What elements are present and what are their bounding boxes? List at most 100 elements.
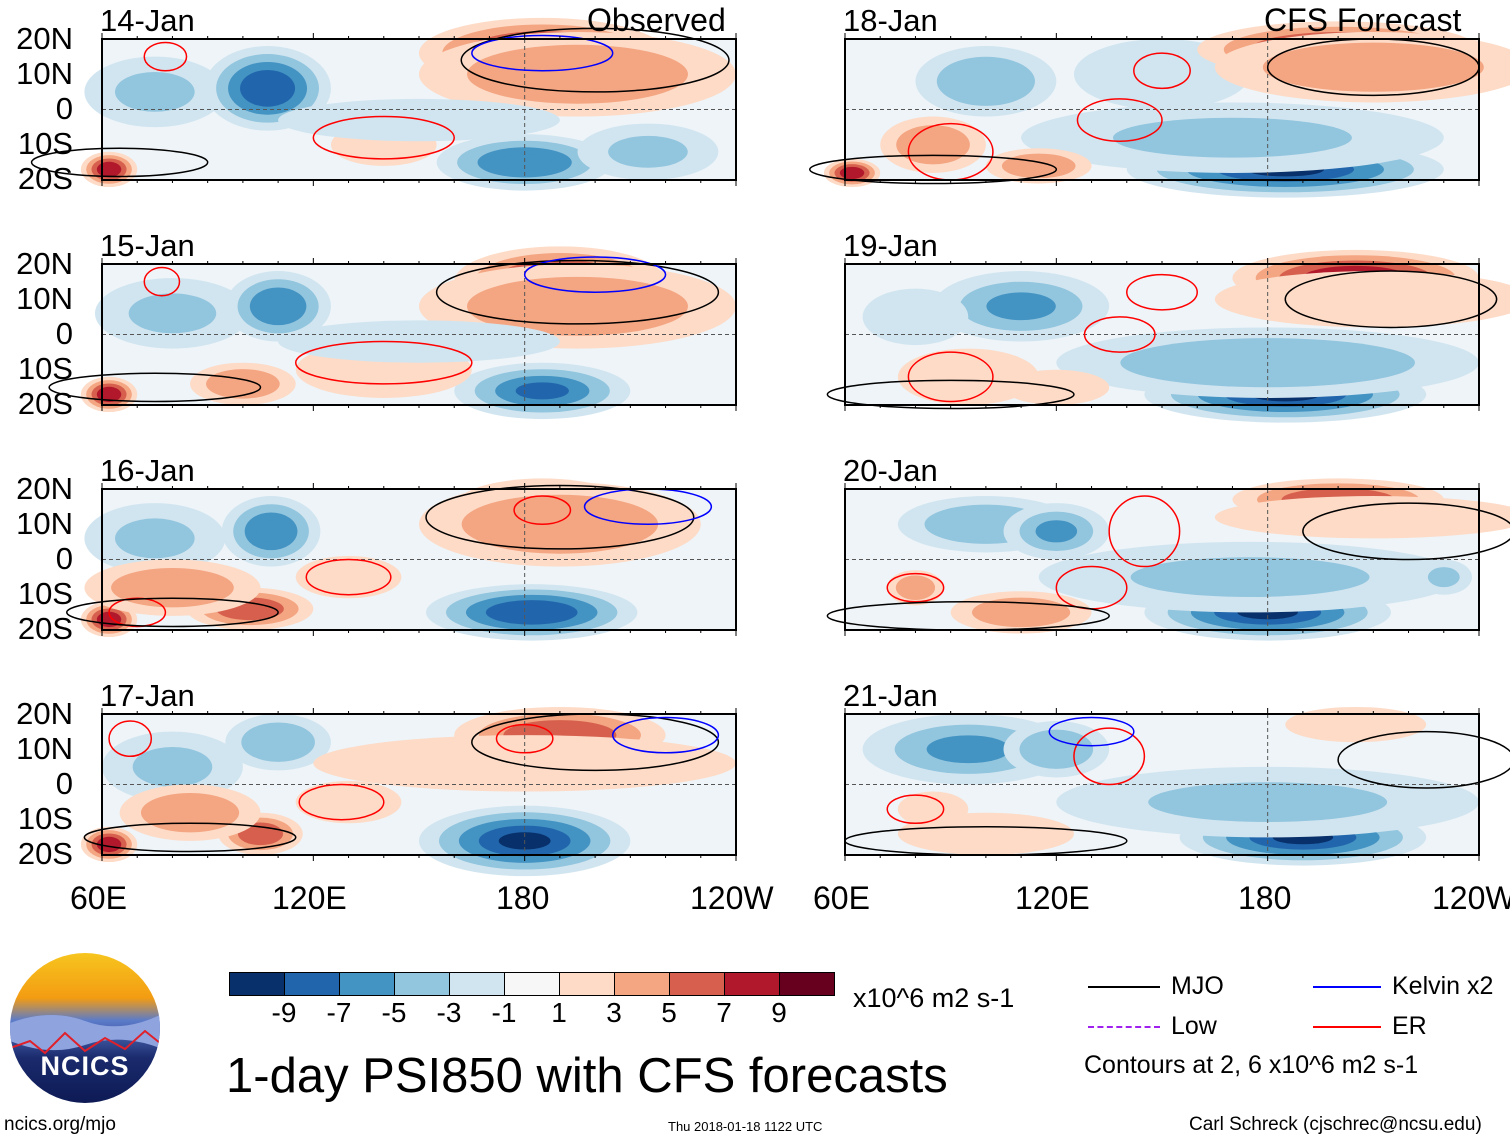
contour-line	[611, 716, 720, 754]
lon-label: 180	[1238, 880, 1292, 916]
contour-line	[1048, 716, 1135, 747]
colorbar-swatch	[230, 973, 285, 995]
anomaly-region	[951, 513, 1021, 536]
colorbar-swatch	[670, 973, 725, 995]
lat-label: 20N	[16, 471, 73, 506]
contour-line	[523, 256, 667, 293]
panel-date: 17-Jan	[100, 678, 195, 713]
colorbar-swatch	[780, 973, 834, 995]
contour-line	[1108, 495, 1181, 568]
map-panel-16-Jan	[66, 478, 737, 641]
anomaly-region	[845, 169, 859, 177]
panel-date: 19-Jan	[843, 228, 938, 263]
legend-low: Low	[1171, 1012, 1217, 1040]
anomaly-region	[1283, 505, 1463, 530]
colorbar-tick-label: 9	[771, 997, 787, 1028]
map-panel-15-Jan	[48, 246, 737, 420]
contour-line	[809, 154, 1058, 185]
colorbar-tick-label: -3	[436, 997, 462, 1028]
map-panel-20-Jan	[826, 478, 1510, 641]
lon-label: 120E	[272, 880, 347, 916]
anomaly-region	[926, 735, 1010, 764]
website-link[interactable]: ncics.org/mjo	[4, 1114, 116, 1135]
anomaly-region	[257, 731, 299, 754]
forecast-label: CFS Forecast	[1264, 2, 1462, 38]
lat-label: 10S	[17, 351, 73, 386]
lat-label: 10N	[16, 56, 73, 91]
contour-line	[108, 720, 153, 758]
anomaly-region	[102, 615, 116, 624]
anomaly-region	[1035, 520, 1078, 543]
er-line-icon	[1313, 1026, 1381, 1028]
anomaly-region	[515, 289, 640, 323]
colorbar-swatch	[505, 973, 560, 995]
contour-line	[83, 822, 297, 853]
colorbar-swatch	[285, 973, 340, 995]
anomaly-region	[1112, 54, 1212, 95]
panel-date: 16-Jan	[100, 453, 195, 488]
contour-line	[907, 351, 994, 403]
contour-line	[1133, 52, 1191, 90]
contour-line	[66, 597, 279, 628]
contour-line	[425, 484, 695, 550]
anomaly-region	[1315, 714, 1396, 735]
legend-er: ER	[1392, 1012, 1427, 1040]
logo-text: NCICS	[40, 1051, 130, 1081]
contour-line	[460, 27, 730, 93]
contour-line	[1076, 98, 1163, 142]
lat-label: 0	[55, 541, 73, 576]
contour-line	[143, 41, 188, 72]
lon-label: 60E	[70, 880, 127, 916]
anomaly-region	[137, 576, 208, 599]
contour-line	[495, 723, 554, 754]
lat-label: 0	[55, 91, 73, 126]
colorbar-swatch	[340, 973, 395, 995]
anomaly-region	[102, 165, 116, 174]
anomaly-region	[608, 135, 688, 168]
lat-label: 10S	[17, 576, 73, 611]
lat-label: 10N	[16, 506, 73, 541]
contour-line	[513, 495, 572, 525]
lat-label: 20S	[17, 611, 73, 646]
contour-line	[312, 115, 455, 160]
anomaly-region	[128, 293, 217, 334]
observed-label: Observed	[587, 2, 726, 38]
anomaly-region	[115, 71, 195, 112]
colorbar-units: x10^6 m2 s-1	[853, 983, 1015, 1013]
panel-date: 21-Jan	[843, 678, 938, 713]
lon-label: 120W	[1432, 880, 1510, 916]
anomaly-region	[251, 77, 284, 99]
anomaly-region	[958, 67, 1014, 96]
lon-label: 120E	[1015, 880, 1090, 916]
colorbar-tick-label: 3	[606, 997, 622, 1028]
lat-label: 0	[55, 766, 73, 801]
lon-label: 60E	[813, 880, 870, 916]
map-panel-18-Jan	[809, 21, 1510, 198]
anomaly-region	[256, 520, 286, 542]
lat-label: 10N	[16, 731, 73, 766]
contour-line	[305, 558, 392, 596]
map-panel-14-Jan	[30, 17, 737, 191]
anomaly-region	[936, 821, 1036, 846]
colorbar-tick-label: -9	[271, 997, 297, 1028]
colorbar-tick-label: 5	[661, 997, 677, 1028]
contour-line	[108, 597, 167, 628]
anomaly-region	[132, 746, 213, 787]
ncics-logo: NCICS	[10, 953, 160, 1103]
anomaly-region	[318, 565, 379, 590]
colorbar-swatch	[615, 973, 670, 995]
contour-line	[1302, 502, 1510, 561]
anomaly-region	[115, 518, 195, 559]
contour-line	[471, 34, 614, 72]
kelvin-line-icon	[1313, 986, 1381, 988]
panel-date: 20-Jan	[843, 453, 938, 488]
anomaly-region	[1017, 158, 1060, 173]
anomaly-region	[912, 133, 954, 156]
panel-date: 18-Jan	[843, 3, 938, 38]
anomaly-region	[1112, 117, 1352, 158]
lat-label: 20S	[17, 161, 73, 196]
contour-line	[826, 379, 1075, 410]
lat-label: 10N	[16, 281, 73, 316]
anomaly-region	[885, 300, 946, 333]
anomaly-region	[1283, 283, 1463, 316]
